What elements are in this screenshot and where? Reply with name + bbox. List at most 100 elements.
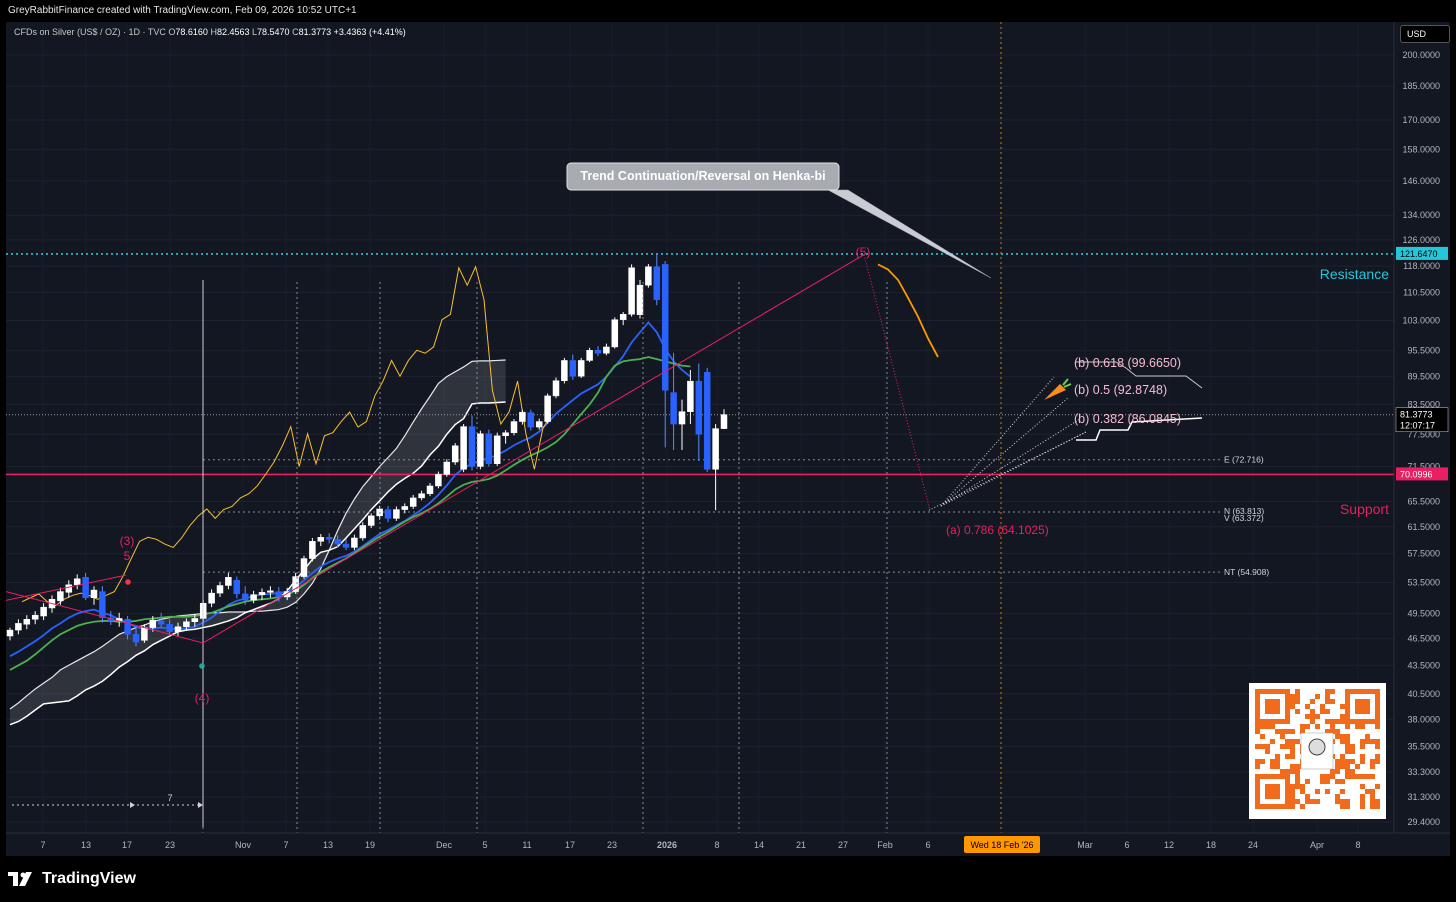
- qr-module: [1290, 784, 1295, 789]
- candle-bull: [451, 445, 459, 463]
- wave-4-label: (4): [195, 691, 210, 705]
- qr-center-face: [1308, 738, 1326, 756]
- y-tick-label: 53.5000: [1407, 578, 1440, 588]
- qr-module: [1360, 799, 1365, 804]
- qr-module: [1330, 724, 1335, 729]
- qr-module: [1310, 714, 1315, 719]
- qr-module: [1280, 744, 1285, 749]
- qr-module: [1255, 764, 1260, 769]
- qr-module: [1300, 784, 1305, 789]
- y-tick-label: 83.5000: [1407, 399, 1440, 409]
- qr-module: [1295, 784, 1300, 789]
- x-tick-label: 12: [1164, 840, 1174, 850]
- qr-module: [1270, 764, 1275, 769]
- candle-bull: [443, 461, 451, 475]
- x-tick-label: 17: [565, 840, 575, 850]
- qr-module: [1375, 739, 1380, 744]
- y-tick-label: 103.0000: [1402, 315, 1440, 325]
- qr-module: [1375, 799, 1380, 804]
- y-tick-label: 43.5000: [1407, 660, 1440, 670]
- qr-module: [1275, 754, 1280, 759]
- candle-bull: [208, 592, 215, 604]
- qr-module: [1350, 769, 1355, 774]
- qr-module: [1315, 724, 1320, 729]
- x-tick-label: 2026: [657, 840, 677, 850]
- candle-bear: [527, 412, 535, 428]
- symbol-name: CFDs on Silver (US$ / OZ) · 1D · TVC: [14, 27, 166, 37]
- x-tick-label: 23: [165, 840, 175, 850]
- qr-module: [1290, 799, 1295, 804]
- candle-bear: [670, 392, 677, 425]
- candle-bull: [292, 576, 299, 592]
- candle-bull: [141, 627, 148, 641]
- y-tick-label: 118.0000: [1403, 261, 1440, 271]
- qr-module: [1360, 784, 1365, 789]
- qr-module: [1255, 744, 1260, 749]
- qr-module: [1320, 774, 1325, 779]
- y-tick-label: 40.5000: [1407, 689, 1440, 699]
- x-tick-label: 13: [323, 840, 333, 850]
- chart-area[interactable]: 220.0000200.0000185.0000170.0000158.0000…: [0, 12, 1450, 856]
- fib-05-label: (b) 0.5 (92.8748): [1074, 383, 1167, 397]
- qr-module: [1290, 764, 1295, 769]
- qr-module: [1360, 739, 1365, 744]
- candle-bull: [577, 360, 585, 377]
- count-arrow-head: [130, 802, 135, 808]
- wave-5-label: (5): [856, 245, 871, 259]
- qr-module: [1375, 759, 1380, 764]
- resistance-price-tag-bg: [1396, 246, 1448, 260]
- candle-bull: [267, 590, 274, 593]
- candle-bull: [519, 411, 526, 422]
- candle-bear: [157, 620, 165, 625]
- qr-module: [1325, 689, 1330, 694]
- x-tick-label: Mar: [1077, 840, 1093, 850]
- y-tick-label: 126.0000: [1402, 235, 1440, 245]
- open-value: 78.6160: [175, 27, 208, 37]
- price-chart[interactable]: 220.0000200.0000185.0000170.0000158.0000…: [0, 12, 1450, 856]
- qr-module: [1305, 799, 1310, 804]
- qr-module: [1360, 794, 1365, 799]
- callout-pointer: [827, 189, 992, 279]
- candle-bear: [661, 264, 669, 391]
- qr-module: [1305, 724, 1310, 729]
- qr-module: [1360, 754, 1365, 759]
- qr-module: [1325, 789, 1330, 794]
- qr-module: [1295, 774, 1300, 779]
- y-tick-label: 146.0000: [1402, 176, 1440, 186]
- qr-module: [1315, 789, 1320, 794]
- qr-finder-inner: [1355, 699, 1370, 714]
- y-tick-label: 35.5000: [1407, 742, 1440, 752]
- y-tick-label: 33.3000: [1407, 767, 1440, 777]
- qr-module: [1340, 804, 1345, 809]
- tradingview-logo[interactable]: TradingView: [8, 870, 136, 888]
- qr-module: [1340, 719, 1345, 724]
- candle-bull: [31, 614, 39, 620]
- qr-module: [1290, 729, 1295, 734]
- fib-0382-label: (b) 0.382 (86.0845): [1074, 412, 1181, 426]
- candle-bull: [720, 414, 728, 429]
- last-price-bg: [1395, 407, 1449, 432]
- x-tick-label: 24: [1248, 840, 1258, 850]
- qr-module: [1345, 799, 1350, 804]
- x-tick-label: 6: [1124, 840, 1129, 850]
- candle-bear: [653, 266, 661, 300]
- qr-module: [1295, 689, 1300, 694]
- candle-bull: [250, 594, 257, 601]
- x-tick-label: 17: [122, 840, 132, 850]
- candle-bull: [687, 380, 694, 412]
- y-tick-label: 185.0000: [1402, 81, 1440, 91]
- qr-module: [1345, 724, 1350, 729]
- low-value: 78.5470: [257, 27, 290, 37]
- candle-bull: [351, 537, 358, 548]
- qr-code-image: [1249, 683, 1386, 819]
- currency-selector[interactable]: USD: [1400, 25, 1450, 43]
- qr-module: [1375, 744, 1380, 749]
- y-tick-label: 57.5000: [1407, 549, 1440, 559]
- qr-module: [1270, 759, 1275, 764]
- qr-module: [1340, 779, 1345, 784]
- qr-module: [1350, 744, 1355, 749]
- qr-module: [1370, 759, 1375, 764]
- candle-bull: [426, 485, 434, 494]
- qr-module: [1365, 739, 1370, 744]
- qr-module: [1340, 739, 1345, 744]
